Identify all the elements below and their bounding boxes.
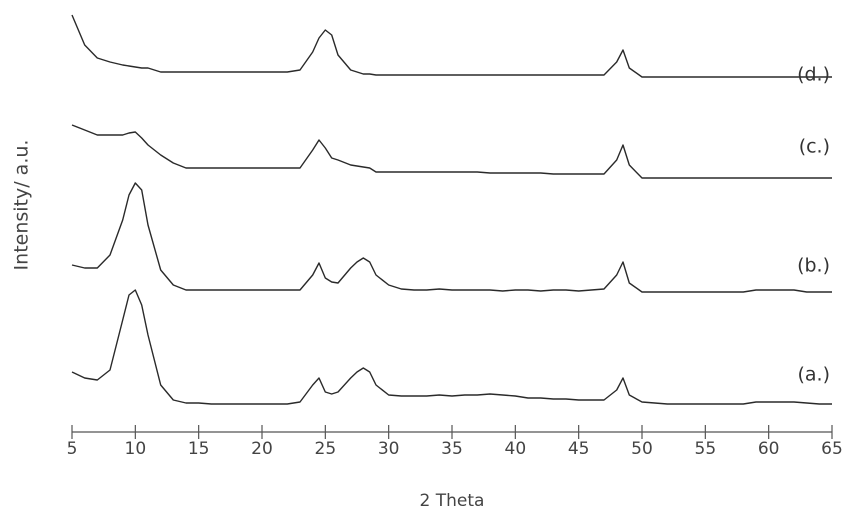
trace-label: (d.): [797, 64, 830, 86]
x-axis-title: 2 Theta: [420, 491, 485, 511]
x-tick-label: 20: [251, 439, 273, 459]
xrd-trace: [71, 182, 832, 293]
x-tick-label: 55: [695, 439, 717, 459]
xrd-trace: [71, 124, 832, 179]
x-tick-label: 10: [125, 439, 147, 459]
x-tick-label: 30: [378, 439, 400, 459]
trace-label: (c.): [799, 136, 830, 158]
x-tick-label: 25: [315, 439, 337, 459]
y-axis-title: Intensity/ a.u.: [11, 140, 33, 271]
x-tick-label: 60: [758, 439, 780, 459]
x-tick-label: 15: [188, 439, 210, 459]
x-tick-label: 40: [505, 439, 527, 459]
x-tick-label: 5: [67, 439, 78, 459]
x-tick-label: 50: [631, 439, 653, 459]
trace-label: (a.): [797, 364, 830, 386]
xrd-trace: [71, 289, 832, 405]
trace-label: (b.): [797, 255, 830, 277]
x-tick-label: 35: [441, 439, 463, 459]
x-tick-label: 45: [568, 439, 590, 459]
x-tick-label: 65: [821, 439, 843, 459]
xrd-trace: [71, 14, 832, 78]
